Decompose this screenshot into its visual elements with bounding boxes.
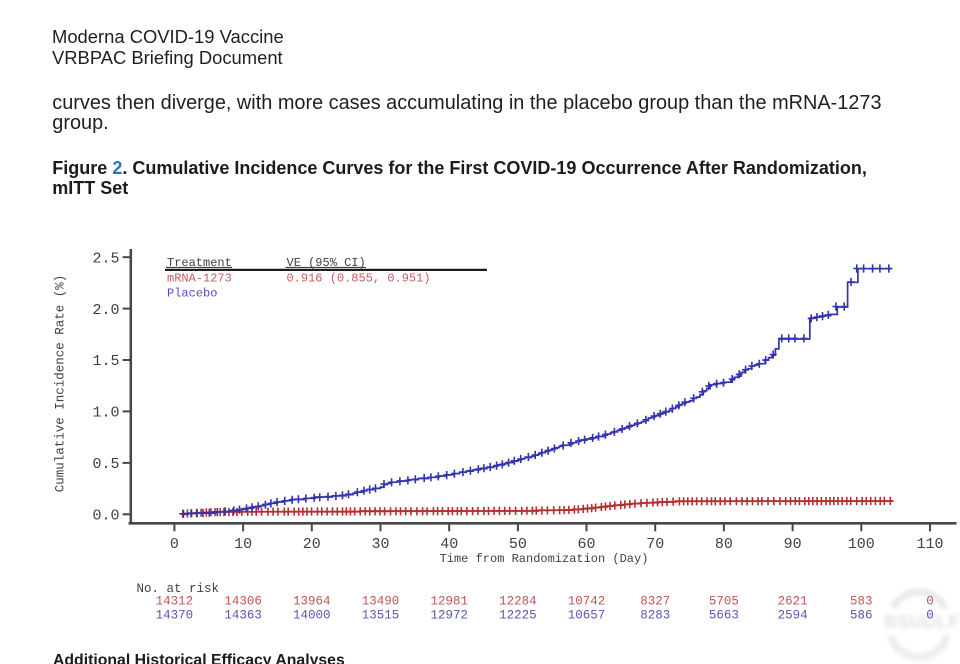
svg-text:14000: 14000 [293, 609, 331, 623]
svg-text:Time from Randomization (Day): Time from Randomization (Day) [440, 552, 649, 566]
svg-text:8327: 8327 [640, 595, 670, 609]
svg-text:No. at risk: No. at risk [137, 582, 220, 596]
svg-text:110: 110 [916, 536, 943, 553]
svg-text:20: 20 [303, 536, 321, 553]
svg-text:50: 50 [509, 536, 527, 553]
svg-text:14306: 14306 [224, 595, 262, 609]
svg-text:2.5: 2.5 [92, 250, 119, 267]
svg-text:12972: 12972 [430, 609, 468, 623]
svg-text:100: 100 [848, 536, 875, 553]
svg-text:10: 10 [234, 536, 252, 553]
svg-text:13515: 13515 [362, 609, 400, 623]
svg-text:10742: 10742 [568, 595, 606, 609]
svg-text:60: 60 [577, 536, 595, 553]
svg-text:BSUDLF: BSUDLF [884, 612, 960, 632]
svg-text:586: 586 [850, 609, 873, 623]
svg-text:1.0: 1.0 [92, 405, 119, 422]
svg-text:0: 0 [926, 595, 934, 609]
svg-text:Treatment: Treatment [167, 256, 232, 270]
svg-text:0.0: 0.0 [92, 508, 119, 525]
svg-text:mRNA-1273: mRNA-1273 [167, 272, 232, 286]
svg-text:5705: 5705 [709, 595, 739, 609]
svg-text:70: 70 [646, 536, 664, 553]
svg-text:2594: 2594 [778, 609, 808, 623]
svg-text:14312: 14312 [156, 595, 194, 609]
svg-text:0: 0 [170, 536, 179, 553]
svg-text:14370: 14370 [156, 609, 194, 623]
svg-text:90: 90 [784, 536, 802, 553]
svg-text:40: 40 [440, 536, 458, 553]
svg-text:30: 30 [371, 536, 389, 553]
svg-text:1.5: 1.5 [92, 353, 119, 370]
svg-text:12225: 12225 [499, 609, 537, 623]
svg-text:Cumulative Incidence Rate (%): Cumulative Incidence Rate (%) [54, 275, 68, 493]
svg-text:Placebo: Placebo [167, 287, 217, 301]
svg-text:12284: 12284 [499, 595, 537, 609]
svg-text:13490: 13490 [362, 595, 400, 609]
svg-text:2.0: 2.0 [92, 302, 119, 319]
svg-text:13964: 13964 [293, 595, 331, 609]
svg-text:10657: 10657 [568, 609, 606, 623]
svg-text:VE (95% CI): VE (95% CI) [287, 256, 366, 270]
svg-text:2621: 2621 [778, 595, 808, 609]
svg-text:80: 80 [715, 536, 733, 553]
svg-text:0: 0 [926, 609, 934, 623]
svg-text:5663: 5663 [709, 609, 739, 623]
svg-text:0.916 (0.855, 0.951): 0.916 (0.855, 0.951) [287, 272, 431, 286]
svg-text:12981: 12981 [430, 595, 468, 609]
svg-text:583: 583 [850, 595, 873, 609]
svg-text:8283: 8283 [640, 609, 670, 623]
svg-text:0.5: 0.5 [92, 456, 119, 473]
svg-text:14363: 14363 [224, 609, 262, 623]
